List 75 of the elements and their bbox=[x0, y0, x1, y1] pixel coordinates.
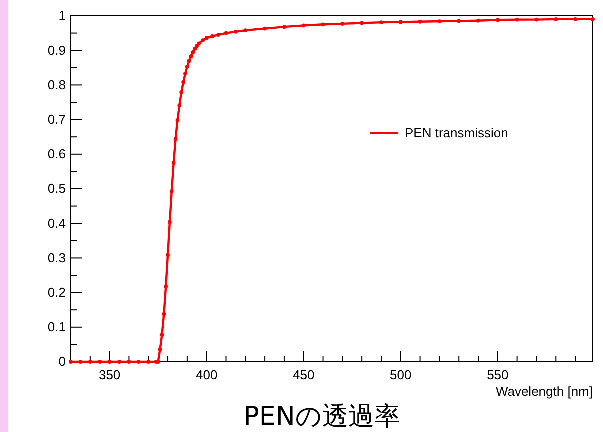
point bbox=[166, 253, 170, 258]
point bbox=[187, 59, 192, 63]
point bbox=[438, 20, 442, 24]
point bbox=[78, 360, 83, 364]
point bbox=[164, 284, 168, 289]
point bbox=[118, 360, 122, 364]
point bbox=[457, 19, 462, 24]
point bbox=[515, 18, 520, 22]
point bbox=[146, 360, 151, 364]
y-tick-label: 0.7 bbox=[48, 112, 66, 127]
point bbox=[172, 161, 176, 165]
point bbox=[158, 348, 162, 352]
y-tick-label: 0.6 bbox=[48, 146, 66, 162]
point bbox=[98, 360, 102, 364]
point bbox=[174, 137, 178, 142]
y-tick-label: 0.4 bbox=[48, 216, 66, 231]
point bbox=[176, 118, 180, 122]
point bbox=[574, 18, 578, 22]
x-tick-label: 400 bbox=[196, 367, 218, 382]
point bbox=[476, 18, 480, 23]
point bbox=[360, 21, 364, 26]
point bbox=[216, 33, 220, 37]
x-tick-label: 350 bbox=[98, 367, 121, 382]
point bbox=[162, 312, 166, 316]
point bbox=[263, 26, 268, 31]
point bbox=[191, 50, 196, 54]
line-series bbox=[69, 18, 595, 364]
y-tick-label: 0.5 bbox=[48, 181, 66, 196]
point bbox=[398, 20, 403, 24]
point bbox=[170, 189, 174, 194]
point bbox=[193, 46, 198, 51]
x-tick-label: 550 bbox=[487, 367, 509, 382]
point bbox=[180, 90, 184, 94]
point bbox=[380, 20, 384, 25]
point bbox=[496, 18, 500, 22]
point bbox=[234, 30, 238, 34]
point bbox=[210, 34, 215, 38]
text: PENの透過率 bbox=[244, 402, 400, 432]
point bbox=[195, 44, 200, 48]
point bbox=[418, 20, 422, 24]
point bbox=[534, 18, 539, 22]
point bbox=[178, 104, 182, 108]
y-tick-label: 0.8 bbox=[48, 77, 66, 92]
point bbox=[182, 80, 186, 84]
point bbox=[197, 42, 202, 46]
point bbox=[201, 38, 205, 43]
point bbox=[185, 64, 190, 69]
point bbox=[160, 333, 164, 337]
point bbox=[244, 28, 248, 32]
point bbox=[127, 360, 132, 364]
x-tick-label: 500 bbox=[390, 367, 412, 382]
y-tick-label: 0.9 bbox=[48, 42, 66, 58]
point bbox=[554, 18, 558, 22]
x-axis-title: Wavelength [nm] bbox=[496, 384, 593, 399]
point bbox=[184, 72, 188, 76]
y-tick-label: 0.2 bbox=[48, 284, 66, 300]
point bbox=[591, 18, 595, 22]
point bbox=[88, 360, 92, 364]
point bbox=[69, 360, 73, 364]
point bbox=[136, 360, 141, 364]
point bbox=[302, 24, 306, 28]
y-tick-label: 0 bbox=[58, 354, 66, 370]
point bbox=[282, 25, 286, 30]
point bbox=[108, 360, 112, 364]
y-tick-label: 0.3 bbox=[48, 250, 66, 266]
legend-label: PEN transmission bbox=[405, 126, 508, 141]
point bbox=[224, 31, 228, 36]
point bbox=[204, 36, 209, 40]
y-tick-label: 1 bbox=[58, 8, 66, 24]
point bbox=[189, 54, 194, 58]
point bbox=[340, 22, 345, 26]
y-tick-label: 0.1 bbox=[48, 320, 66, 335]
point bbox=[321, 22, 326, 27]
point bbox=[168, 220, 172, 224]
x-tick-label: 450 bbox=[293, 367, 315, 382]
